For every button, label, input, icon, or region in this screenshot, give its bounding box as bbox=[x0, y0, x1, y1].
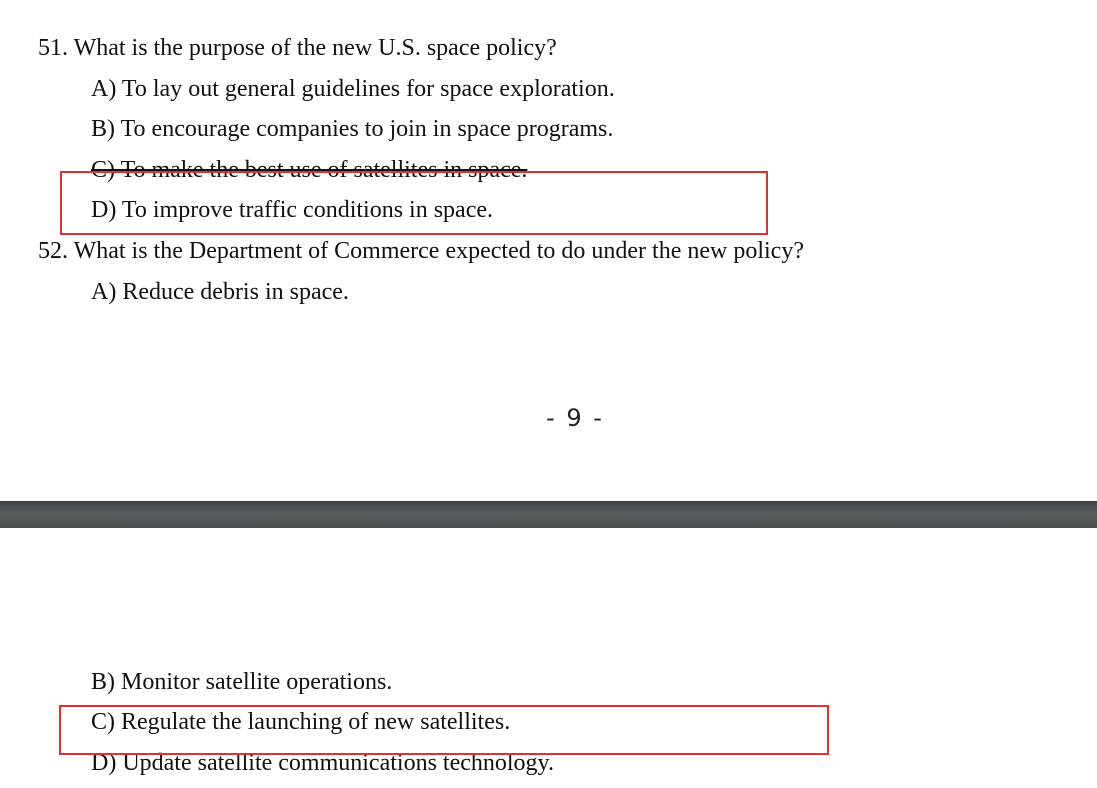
document-page-9: 51. What is the purpose of the new U.S. … bbox=[38, 35, 804, 432]
question-52-option-c: C) Regulate the launching of new satelli… bbox=[91, 709, 511, 735]
question-51-option-c-struck: C) To make the best use of satellites in… bbox=[91, 157, 528, 183]
answer-highlight-box-51 bbox=[60, 171, 768, 235]
question-52-option-a: A) Reduce debris in space. bbox=[91, 279, 349, 305]
question-51-option-d: D) To improve traffic conditions in spac… bbox=[91, 197, 493, 223]
question-52-option-b: B) Monitor satellite operations. bbox=[91, 669, 393, 695]
page-separator bbox=[0, 501, 1097, 528]
question-51: 51. What is the purpose of the new U.S. … bbox=[38, 35, 557, 61]
document-page-10: B) Monitor satellite operations. C) Regu… bbox=[0, 528, 1097, 788]
question-51-option-b: B) To encourage companies to join in spa… bbox=[91, 116, 614, 142]
question-52: 52. What is the Department of Commerce e… bbox=[38, 238, 804, 264]
page-number: - 9 - bbox=[546, 404, 604, 432]
question-51-option-a: A) To lay out general guidelines for spa… bbox=[91, 76, 615, 102]
answer-highlight-box-52 bbox=[59, 705, 829, 755]
